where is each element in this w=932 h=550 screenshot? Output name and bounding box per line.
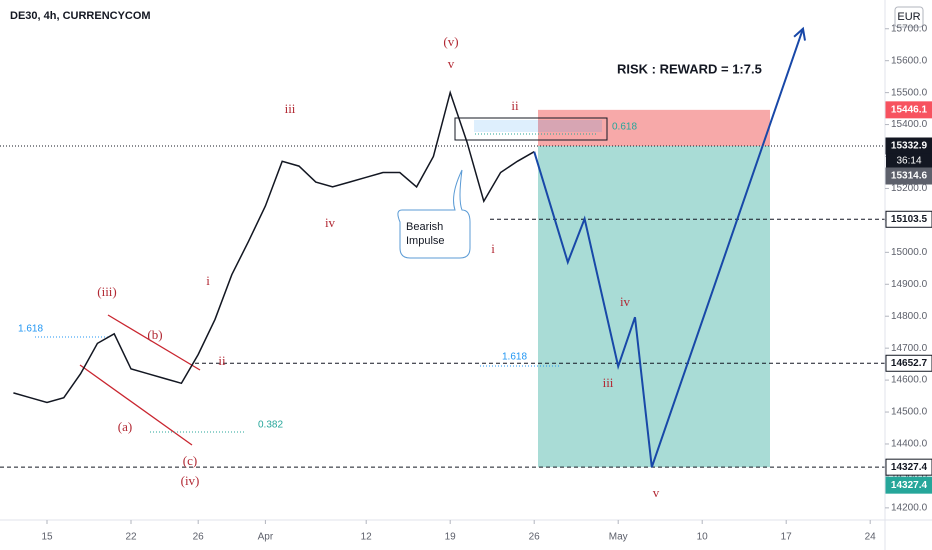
price-label-box <box>885 458 932 476</box>
x-tick-label: 12 <box>361 532 373 543</box>
x-tick-label: Apr <box>258 532 274 543</box>
channel-line <box>79 364 193 446</box>
x-tick-label: 17 <box>781 532 793 543</box>
price-label: 15314.6 <box>891 171 928 182</box>
price-label: 14652.7 <box>891 358 928 369</box>
price-label-box <box>885 101 932 119</box>
y-tick-label: 14400.0 <box>891 439 928 450</box>
price-label-box <box>885 210 932 228</box>
callout-text: Impulse <box>406 235 445 247</box>
wave-label: (v) <box>443 34 458 49</box>
y-tick-label: 14800.0 <box>891 311 928 322</box>
arrow-head <box>793 26 806 41</box>
projection-line <box>533 28 804 468</box>
x-tick-label: 22 <box>125 532 137 543</box>
wave-label: ii <box>511 98 519 113</box>
y-tick-label: 15000.0 <box>891 247 928 258</box>
fib-label: 1.618 <box>18 324 43 335</box>
y-tick-label: 14500.0 <box>891 407 928 418</box>
fib-label: 1.618 <box>502 352 527 363</box>
wave-label: iv <box>325 215 336 230</box>
price-label-box <box>885 167 932 185</box>
countdown: 36:14 <box>896 156 921 167</box>
y-tick-label: 14300.0 <box>891 471 928 482</box>
price-label: 14327.4 <box>891 462 928 473</box>
price-label: 14327.4 <box>891 480 928 491</box>
wave-label: i <box>206 273 210 288</box>
x-tick-label: 10 <box>697 532 709 543</box>
wave-label: iv <box>620 294 631 309</box>
y-tick-label: 15600.0 <box>891 55 928 66</box>
price-label-box <box>885 354 932 372</box>
currency[interactable]: EUR <box>897 11 920 23</box>
zones <box>538 109 770 468</box>
x-tick-label: May <box>609 532 628 543</box>
currency-box[interactable] <box>894 6 924 28</box>
wave-label: (c) <box>183 453 197 468</box>
price-label: 15446.1 <box>891 104 928 115</box>
y-tick-label: 14600.0 <box>891 375 928 386</box>
wave-label: (a) <box>118 419 132 434</box>
wave-label: v <box>653 485 660 500</box>
wave-label: iii <box>285 101 296 116</box>
channel-line <box>107 314 201 371</box>
x-tick-label: 26 <box>529 532 541 543</box>
price-label-box <box>885 476 932 494</box>
fib-label: 0.618 <box>612 122 637 133</box>
box <box>454 117 608 141</box>
wave-label: v <box>448 56 455 71</box>
wave-label: (b) <box>147 327 162 342</box>
target-zone <box>538 146 770 468</box>
y-tick-label: 14200.0 <box>891 503 928 514</box>
y-tick-label: 14700.0 <box>891 343 928 354</box>
grid <box>0 145 885 468</box>
price-label: 15332.9 <box>891 141 928 152</box>
y-tick-label: 15400.0 <box>891 119 928 130</box>
box <box>474 120 602 132</box>
wave-label: (iv) <box>181 473 200 488</box>
wave-label: ii <box>218 353 226 368</box>
y-tick-label: 15700.0 <box>891 23 928 34</box>
y-tick-label: 14900.0 <box>891 279 928 290</box>
x-tick-label: 26 <box>193 532 205 543</box>
countdown-box <box>886 154 932 169</box>
x-tick-label: 15 <box>41 532 53 543</box>
x-tick-label: 19 <box>445 532 457 543</box>
price-line <box>13 89 535 404</box>
risk-reward: RISK : REWARD = 1:7.5 <box>617 61 762 76</box>
fib-label: 0.382 <box>258 420 283 431</box>
callout-box <box>397 169 471 259</box>
price-label: 15103.5 <box>891 214 928 225</box>
wave-label: iii <box>603 375 614 390</box>
y-tick-label: 15500.0 <box>891 87 928 98</box>
callout-text: Bearish <box>406 221 443 233</box>
chart-title: DE30, 4h, CURRENCYCOM <box>10 10 151 22</box>
wave-label: i <box>491 241 495 256</box>
wave-label: (iii) <box>97 284 117 299</box>
x-tick-label: 24 <box>865 532 877 543</box>
y-tick-label: 15200.0 <box>891 183 928 194</box>
